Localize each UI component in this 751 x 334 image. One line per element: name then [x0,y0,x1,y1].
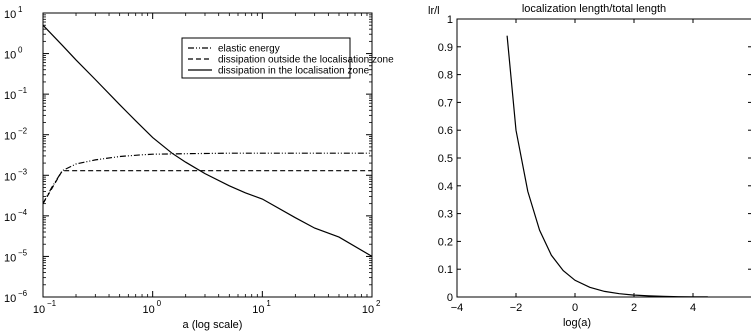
y-tick-label: 10 [4,293,16,305]
y-tick-exponent: −6 [18,289,28,298]
x-tick-label: 10 [362,304,374,316]
y-tick-label: 0.9 [438,42,453,54]
y-tick-exponent: 1 [18,5,23,14]
y-tick-label: 0.8 [438,70,453,82]
right-ticks: −4 −2 0 2 4 0 0.1 0.2 0.3 0.4 0.5 0.6 0.7 0.8 0.9 1 [438,14,751,314]
x-tick-exponent: 0 [157,299,162,308]
y-tick-label: 1 [447,14,453,26]
y-tick-label: 0 [447,292,453,304]
right-y-axis-label: lr/l [428,5,440,17]
y-tick-exponent: 0 [18,46,23,55]
y-tick-label: 0.3 [438,209,453,221]
y-tick-label: 10 [4,50,16,62]
right-plot-frame [456,18,751,298]
x-tick-label: −4 [451,302,464,314]
localization-ratio-line [506,35,708,298]
y-tick-label: 0.7 [438,97,453,109]
y-tick-exponent: −4 [18,208,28,217]
y-tick-label: 0.4 [438,181,453,193]
x-tick-label: 4 [690,302,696,314]
legend-box [181,37,351,79]
x-tick-label: 10 [33,304,45,316]
y-tick-exponent: −1 [18,86,28,95]
left-plot-frame [42,12,373,298]
dissipation-outside-line [42,170,372,204]
left-x-axis-label: a (log scale) [183,319,243,331]
x-tick-label: −2 [510,302,523,314]
y-tick-label: 0.1 [438,264,453,276]
right-chart-title: localization length/total length [522,3,666,15]
x-tick-label: 10 [252,304,264,316]
y-tick-label: 10 [4,131,16,143]
y-tick-label: 10 [4,212,16,224]
y-tick-label: 10 [4,9,16,21]
legend-label: elastic energy [218,44,280,55]
dissipation-inside-line [42,24,373,257]
legend-label: dissipation outside the localisation zon… [218,55,394,66]
right-series [506,35,708,298]
y-tick-label: 10 [4,171,16,183]
y-tick-exponent: −5 [18,248,28,257]
y-tick-label: 0.6 [438,125,453,137]
x-tick-exponent: 2 [376,299,381,308]
x-tick-label: 10 [143,304,155,316]
x-tick-label: 0 [572,302,578,314]
legend-label: dissipation in the localisation zone [218,66,370,77]
x-tick-label: 2 [631,302,637,314]
left-series [42,24,373,257]
y-tick-exponent: −3 [18,167,28,176]
x-tick-exponent: −1 [47,299,57,308]
y-tick-label: 0.5 [438,153,453,165]
y-tick-exponent: −2 [18,127,28,136]
elastic-energy-line [42,152,372,204]
y-tick-label: 0.2 [438,236,453,248]
x-tick-exponent: 1 [266,299,271,308]
y-tick-label: 10 [4,252,16,264]
right-x-axis-label: log(a) [563,317,591,329]
y-tick-label: 10 [4,90,16,102]
right-chart: −4 −2 0 2 4 0 0.1 0.2 0.3 0.4 0.5 0.6 0.7 0.8 0.9 1 loc… [428,3,751,329]
